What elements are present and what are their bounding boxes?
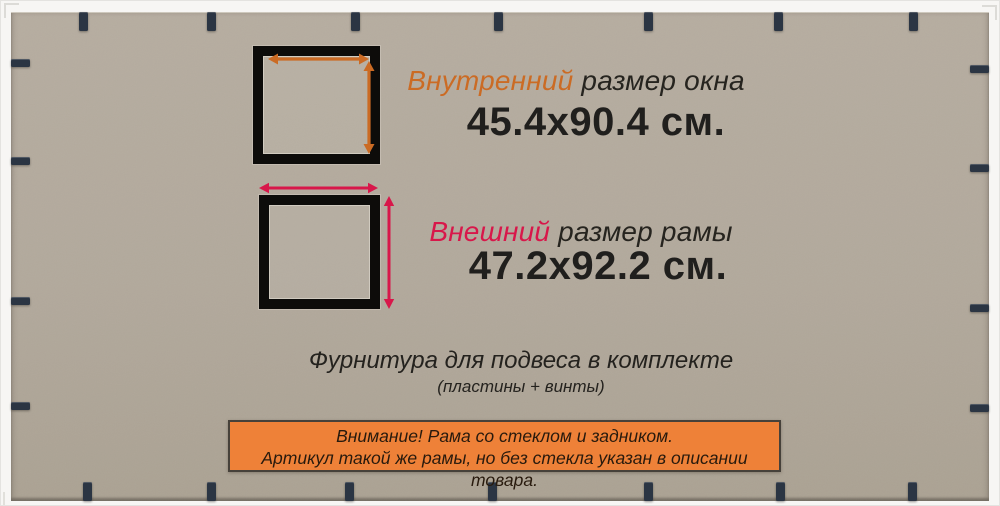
frame-clip bbox=[774, 12, 783, 31]
outer-frame-square bbox=[259, 195, 380, 309]
frame-clip bbox=[207, 482, 216, 501]
frame-clip bbox=[207, 12, 216, 31]
frame-clip bbox=[644, 12, 653, 31]
frame-clip bbox=[644, 482, 653, 501]
inner-size-rest: размер окна bbox=[581, 65, 745, 96]
frame-clip bbox=[494, 12, 503, 31]
frame-clip bbox=[83, 482, 92, 501]
frame-clip bbox=[970, 164, 989, 172]
notice-line-1: Внимание! Рама со стеклом и задником. bbox=[336, 426, 673, 446]
outer-size-accent: Внешний bbox=[429, 216, 551, 247]
frame-clip bbox=[970, 404, 989, 412]
inner-size-accent: Внутренний bbox=[407, 65, 574, 96]
frame-clip bbox=[11, 59, 30, 67]
frame-clip bbox=[351, 12, 360, 31]
notice-banner: Внимание! Рама со стеклом и задником. Ар… bbox=[228, 420, 781, 490]
frame-clip bbox=[11, 157, 30, 165]
frame-clip bbox=[11, 402, 30, 410]
inner-size-label: Внутренний размер окна bbox=[396, 65, 756, 97]
frame-backing-board: Внутренний размер окна 45.4x90.4 см. Вне… bbox=[11, 12, 989, 501]
frame-clip bbox=[345, 482, 354, 501]
outer-size-rest: размер рамы bbox=[558, 216, 733, 247]
outer-size-label: Внешний размер рамы bbox=[401, 216, 761, 248]
frame-clip bbox=[11, 297, 30, 305]
outer-size-value: 47.2x92.2 см. bbox=[468, 244, 728, 288]
notice-line-2: Артикул такой же рамы, но без стекла ука… bbox=[261, 448, 748, 490]
frame-clip bbox=[970, 304, 989, 312]
hardware-note: Фурнитура для подвеса в комплекте (пласт… bbox=[251, 348, 791, 396]
frame-clip bbox=[908, 482, 917, 501]
hardware-note-detail: (пластины + винты) bbox=[437, 377, 605, 396]
frame-clip bbox=[909, 12, 918, 31]
hardware-note-title: Фурнитура для подвеса в комплекте bbox=[308, 347, 734, 374]
inner-size-value: 45.4x90.4 см. bbox=[466, 100, 726, 144]
frame-clip bbox=[488, 482, 497, 501]
frame-clip bbox=[970, 65, 989, 73]
frame-clip bbox=[79, 12, 88, 31]
frame-clip bbox=[776, 482, 785, 501]
inner-window-square bbox=[253, 46, 380, 164]
